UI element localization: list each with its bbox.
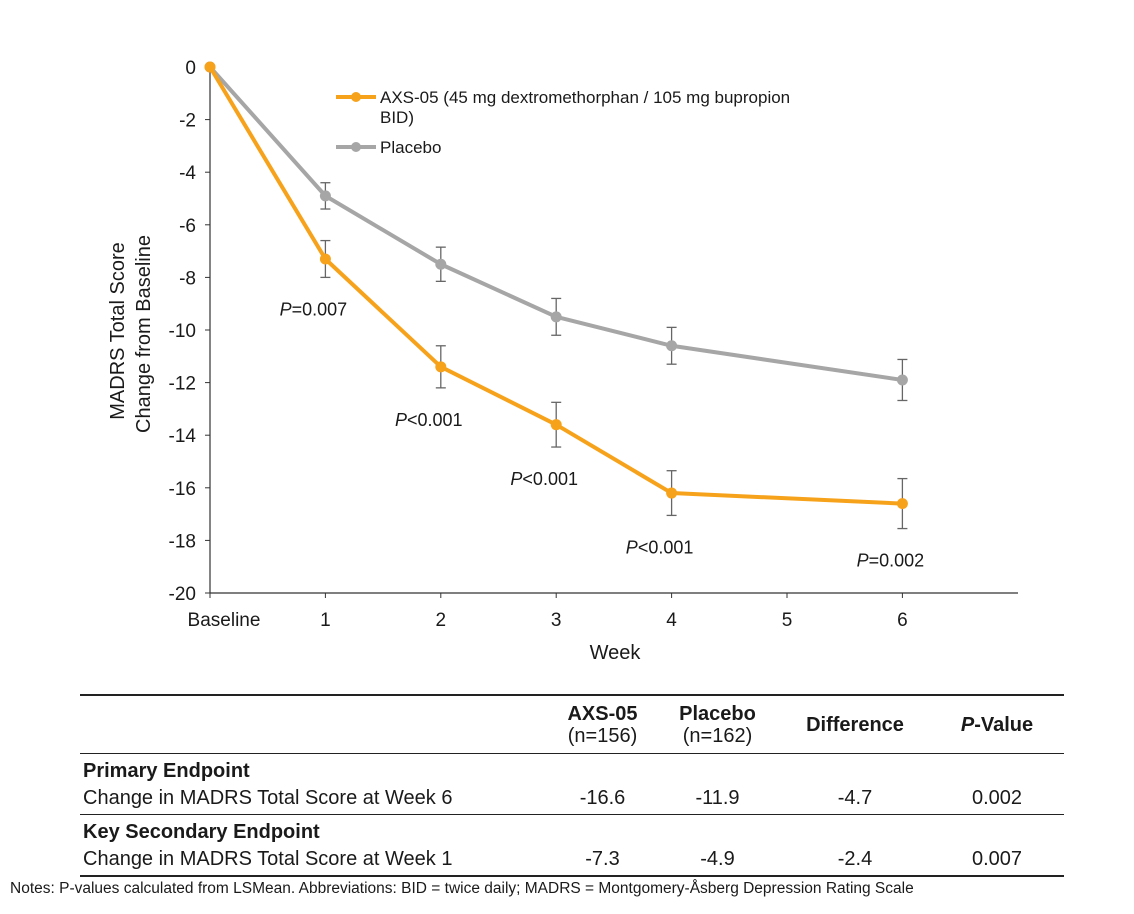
header-difference-label: Difference bbox=[806, 713, 904, 736]
legend-label-axs05-line2: BID) bbox=[380, 108, 414, 127]
x-axis-ticks: Baseline 1 2 3 4 5 6 bbox=[188, 593, 908, 631]
data-point-axs05 bbox=[319, 253, 331, 265]
section-title-secondary: Key Secondary Endpoint bbox=[83, 821, 320, 843]
row-secondary-difference: -2.4 bbox=[837, 848, 873, 870]
data-point-placebo bbox=[435, 258, 447, 270]
data-point-axs05 bbox=[204, 61, 216, 73]
y-tick-label: -6 bbox=[179, 216, 196, 237]
p-value-label-week-2: P<0.001 bbox=[395, 410, 463, 430]
data-point-placebo bbox=[666, 340, 678, 352]
row-label-primary: Change in MADRS Total Score at Week 6 bbox=[83, 787, 453, 809]
y-tick-label: -2 bbox=[179, 111, 196, 132]
y-tick-label: -14 bbox=[169, 426, 197, 447]
y-axis-title-line1: MADRS Total Score bbox=[107, 242, 129, 419]
x-tick-label: 5 bbox=[782, 610, 793, 631]
table-bottom-rule bbox=[80, 875, 1064, 877]
header-placebo: Placebo (n=162) bbox=[655, 703, 780, 747]
table-top-rule bbox=[80, 694, 1064, 696]
data-point-axs05 bbox=[550, 419, 562, 431]
legend-label-axs05-line1: AXS-05 (45 mg dextromethorphan / 105 mg … bbox=[380, 88, 790, 107]
table-header-rule bbox=[80, 753, 1064, 754]
p-value-label-week-1: P=0.007 bbox=[280, 299, 348, 319]
header-pvalue-label: P-Value bbox=[930, 714, 1064, 736]
x-tick-label: Baseline bbox=[188, 610, 261, 631]
series-line-axs05 bbox=[208, 65, 903, 506]
header-difference: Difference bbox=[780, 714, 930, 736]
header-placebo-n: (n=162) bbox=[682, 724, 753, 747]
data-point-axs05 bbox=[896, 498, 908, 510]
header-pvalue-rest: -Value bbox=[974, 713, 1034, 736]
x-axis-title: Week bbox=[590, 642, 642, 664]
row-label-secondary: Change in MADRS Total Score at Week 1 bbox=[83, 848, 453, 870]
legend-marker-placebo bbox=[351, 142, 361, 152]
header-axs05-n: (n=156) bbox=[567, 724, 638, 747]
data-point-axs05 bbox=[666, 487, 678, 499]
x-tick-label: 3 bbox=[551, 610, 562, 631]
data-point-placebo bbox=[896, 374, 908, 386]
table-header-row: AXS-05 (n=156) Placebo (n=162) Differenc… bbox=[80, 696, 1064, 753]
x-tick-label: 2 bbox=[436, 610, 447, 631]
legend: AXS-05 (45 mg dextromethorphan / 105 mg … bbox=[336, 88, 790, 157]
footnote: Notes: P-values calculated from LSMean. … bbox=[10, 880, 914, 897]
section-secondary-title-row: Key Secondary Endpoint bbox=[80, 815, 1064, 844]
y-tick-label: -4 bbox=[179, 163, 196, 184]
p-value-label-week-4: P<0.001 bbox=[626, 537, 694, 557]
p-value-label-week-3: P<0.001 bbox=[510, 469, 578, 489]
table-middle-rule bbox=[80, 814, 1064, 815]
x-tick-label: 6 bbox=[897, 610, 908, 631]
row-secondary-pvalue: 0.007 bbox=[971, 848, 1023, 870]
y-tick-label: -16 bbox=[169, 479, 196, 500]
x-tick-label: 1 bbox=[320, 610, 331, 631]
row-secondary-placebo: -4.9 bbox=[700, 848, 735, 870]
table-row-secondary: Change in MADRS Total Score at Week 1 -7… bbox=[80, 844, 1064, 875]
series-layer bbox=[204, 61, 908, 530]
table-row-primary: Change in MADRS Total Score at Week 6 -1… bbox=[80, 783, 1064, 814]
section-title-primary: Primary Endpoint bbox=[83, 760, 250, 782]
row-primary-difference: -4.7 bbox=[837, 787, 873, 809]
madrs-line-chart: 0 -2 -4 -6 -8 -10 -12 -14 -16 -18 -20 Baseline 1 2 3 4… bbox=[107, 58, 1018, 664]
y-tick-label: -8 bbox=[179, 268, 196, 289]
header-pvalue-italic: P bbox=[960, 713, 975, 736]
y-tick-label: -18 bbox=[169, 531, 196, 552]
y-tick-label: -12 bbox=[169, 374, 196, 395]
section-primary-title-row: Primary Endpoint bbox=[80, 754, 1064, 783]
series-line-placebo bbox=[208, 65, 903, 382]
header-pvalue: P-Value bbox=[930, 714, 1064, 736]
x-tick-label: 4 bbox=[666, 610, 677, 631]
y-tick-label: -10 bbox=[169, 321, 196, 342]
legend-label-placebo: Placebo bbox=[380, 138, 441, 157]
row-primary-placebo: -11.9 bbox=[695, 787, 740, 809]
legend-marker-axs05 bbox=[351, 92, 361, 102]
y-tick-label: -20 bbox=[169, 584, 196, 605]
row-secondary-axs05: -7.3 bbox=[585, 848, 620, 870]
p-value-label-week-6: P=0.002 bbox=[857, 551, 925, 571]
p-value-annotations: P=0.007 P<0.001 P<0.001 P<0.001 P=0.002 bbox=[280, 299, 925, 570]
data-point-placebo bbox=[319, 190, 331, 202]
data-point-placebo bbox=[550, 311, 562, 323]
header-axs05: AXS-05 (n=156) bbox=[550, 703, 655, 747]
header-placebo-label: Placebo bbox=[679, 702, 756, 725]
data-point-axs05 bbox=[435, 361, 447, 373]
row-primary-axs05: -16.6 bbox=[579, 787, 626, 809]
row-primary-pvalue: 0.002 bbox=[971, 787, 1023, 809]
y-axis-ticks: 0 -2 -4 -6 -8 -10 -12 -14 -16 -18 -20 bbox=[169, 58, 210, 605]
results-table: AXS-05 (n=156) Placebo (n=162) Differenc… bbox=[80, 694, 1064, 877]
y-tick-label: 0 bbox=[185, 58, 196, 79]
header-axs05-label: AXS-05 bbox=[567, 702, 638, 725]
y-axis-title-line2: Change from Baseline bbox=[133, 235, 155, 433]
